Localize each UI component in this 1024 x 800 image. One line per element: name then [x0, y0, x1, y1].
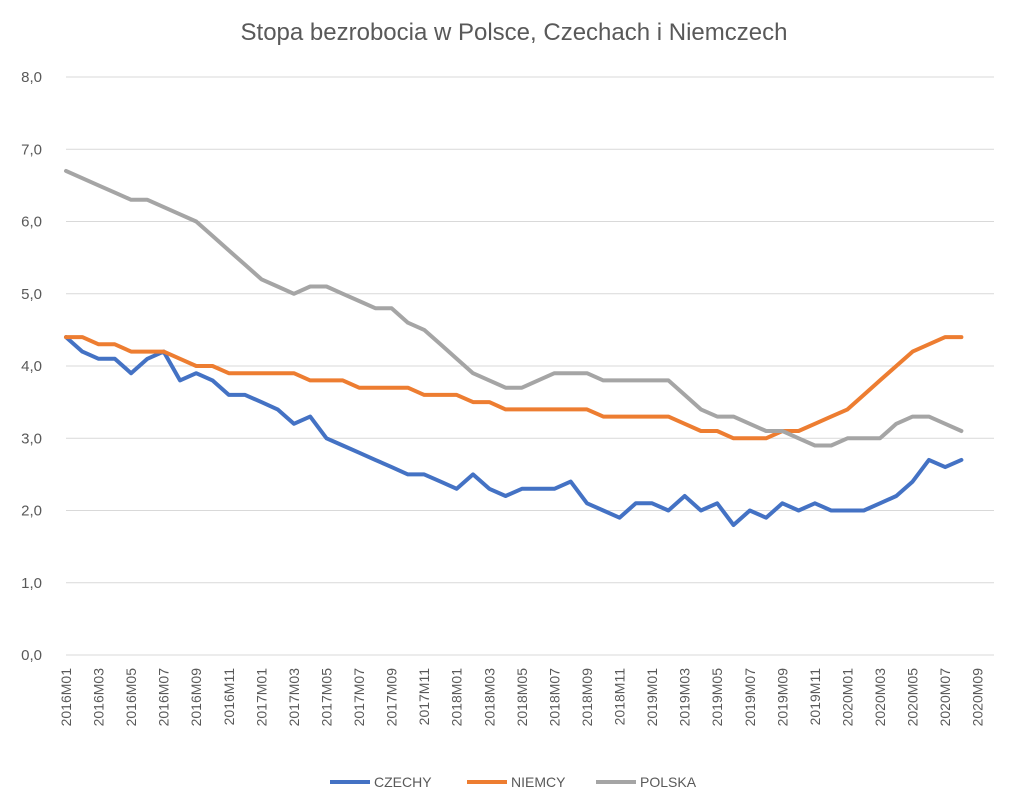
legend: CZECHY NIEMCY POLSKA: [330, 774, 697, 790]
x-tick-label: 2016M07: [156, 668, 172, 727]
legend-label-niemcy: NIEMCY: [511, 774, 566, 790]
y-axis-ticks: 0,0 1,0 2,0 3,0 4,0 5,0 6,0 7,0 8,0: [21, 69, 42, 664]
x-axis-ticks: 2016M01 2016M03 2016M05 2016M07 2016M09 2016M…: [58, 668, 986, 727]
x-tick-label: 2020M09: [970, 668, 986, 727]
x-tick-label: 2017M01: [253, 668, 269, 727]
x-tick-label: 2019M05: [709, 668, 725, 727]
x-tick-label: 2016M03: [91, 668, 107, 727]
y-tick-label: 3,0: [21, 430, 42, 447]
y-tick-label: 7,0: [21, 141, 42, 158]
x-tick-label: 2018M03: [481, 668, 497, 727]
x-tick-label: 2019M01: [644, 668, 660, 727]
series-line-niemcy: [64, 335, 964, 441]
x-tick-label: 2019M09: [774, 668, 790, 727]
series-line-polska: [64, 168, 964, 448]
x-tick-label: 2019M03: [677, 668, 693, 727]
x-tick-label: 2016M05: [123, 668, 139, 727]
x-tick-label: 2016M01: [58, 668, 74, 727]
y-tick-label: 0,0: [21, 647, 42, 664]
y-tick-label: 1,0: [21, 575, 42, 592]
x-tick-label: 2016M09: [188, 668, 204, 727]
y-tick-label: 4,0: [21, 358, 42, 375]
x-tick-label: 2018M09: [579, 668, 595, 727]
legend-label-polska: POLSKA: [640, 774, 697, 790]
x-tick-label: 2016M11: [221, 668, 237, 726]
y-tick-label: 2,0: [21, 503, 42, 520]
x-tick-label: 2018M01: [449, 668, 465, 727]
series-line-czechy: [64, 335, 964, 527]
x-tick-label: 2020M03: [872, 668, 888, 727]
x-tick-label: 2017M11: [416, 668, 432, 726]
x-tick-label: 2017M07: [351, 668, 367, 727]
x-tick-label: 2017M03: [286, 668, 302, 727]
legend-label-czechy: CZECHY: [374, 774, 432, 790]
x-tick-label: 2020M05: [905, 668, 921, 727]
y-tick-label: 5,0: [21, 286, 42, 303]
x-tick-label: 2020M01: [839, 668, 855, 727]
x-tick-label: 2019M07: [742, 668, 758, 727]
x-tick-label: 2018M11: [612, 668, 628, 726]
x-tick-label: 2017M09: [384, 668, 400, 727]
grid-lines: [66, 76, 994, 656]
x-tick-label: 2018M07: [546, 668, 562, 727]
x-tick-label: 2017M05: [318, 668, 334, 727]
y-tick-label: 6,0: [21, 214, 42, 231]
y-tick-label: 8,0: [21, 69, 42, 86]
x-tick-label: 2019M11: [807, 668, 823, 726]
x-tick-label: 2020M07: [937, 668, 953, 727]
x-tick-label: 2018M05: [514, 668, 530, 727]
series-lines: [64, 168, 964, 527]
chart-title: Stopa bezrobocia w Polsce, Czechach i Ni…: [241, 19, 788, 46]
